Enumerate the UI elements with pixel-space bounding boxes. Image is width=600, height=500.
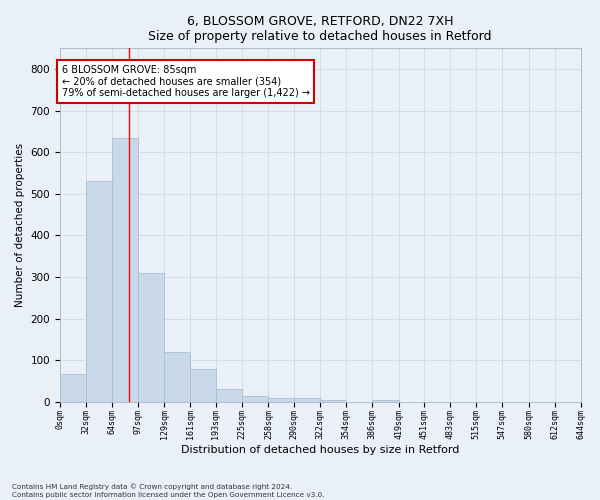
Bar: [268, 398, 295, 402]
Bar: [295, 398, 320, 402]
Bar: [190, 368, 216, 402]
X-axis label: Distribution of detached houses by size in Retford: Distribution of detached houses by size …: [181, 445, 460, 455]
Bar: [242, 396, 268, 402]
Title: 6, BLOSSOM GROVE, RETFORD, DN22 7XH
Size of property relative to detached houses: 6, BLOSSOM GROVE, RETFORD, DN22 7XH Size…: [148, 15, 492, 43]
Text: 6 BLOSSOM GROVE: 85sqm
← 20% of detached houses are smaller (354)
79% of semi-de: 6 BLOSSOM GROVE: 85sqm ← 20% of detached…: [62, 65, 310, 98]
Bar: [320, 400, 346, 402]
Y-axis label: Number of detached properties: Number of detached properties: [15, 143, 25, 307]
Bar: [372, 400, 398, 402]
Text: Contains HM Land Registry data © Crown copyright and database right 2024.
Contai: Contains HM Land Registry data © Crown c…: [12, 484, 325, 498]
Bar: [139, 273, 164, 402]
Bar: [216, 390, 242, 402]
Bar: [60, 374, 86, 402]
Bar: [86, 182, 112, 402]
Bar: [164, 352, 190, 402]
Bar: [112, 138, 139, 402]
